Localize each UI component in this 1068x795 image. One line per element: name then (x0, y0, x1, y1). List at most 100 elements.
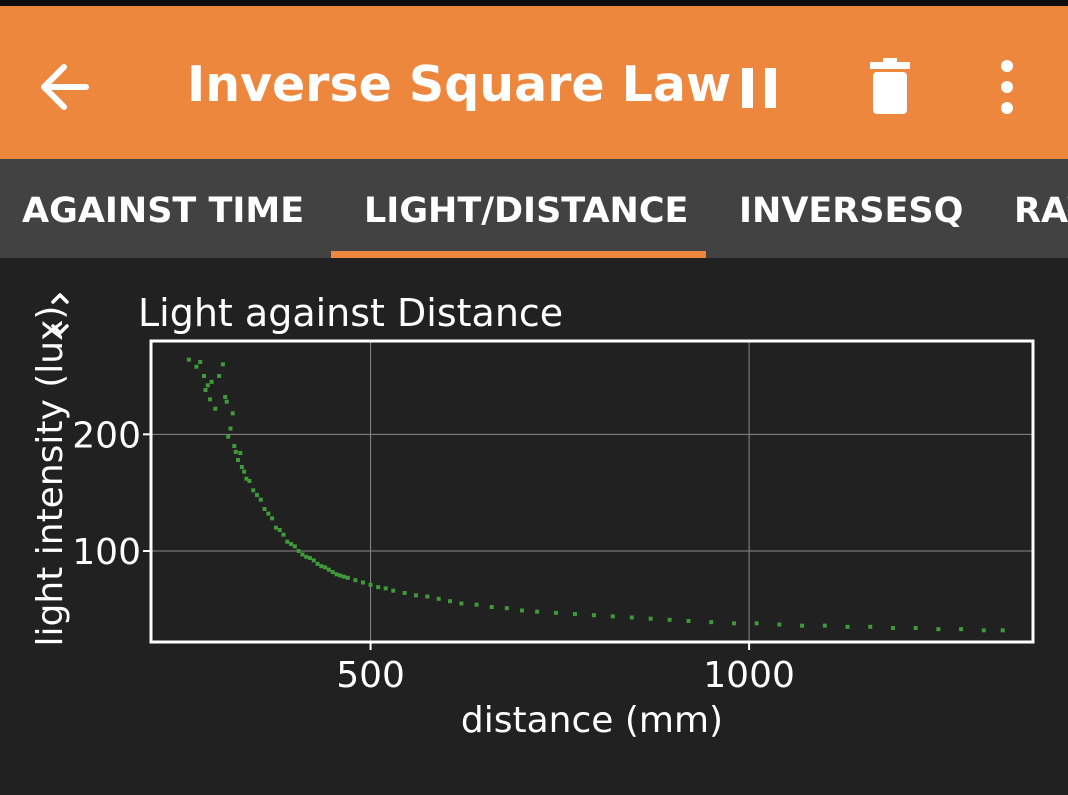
data-point (233, 449, 238, 454)
data-point (254, 493, 259, 497)
data-point (425, 594, 430, 599)
data-point (629, 615, 634, 620)
data-point (244, 476, 249, 481)
data-point (273, 525, 278, 530)
x-tick-label: 500 (336, 655, 405, 696)
y-axis-label: light intensity (lux) (30, 306, 71, 647)
y-tick-label: 200 (72, 415, 141, 456)
axis-ticks: 500 1000 100 200 (72, 415, 795, 696)
data-point (296, 549, 301, 553)
status-bar (0, 0, 1068, 6)
data-point (292, 544, 297, 549)
data-point (236, 458, 241, 462)
chevron-down-icon[interactable] (51, 324, 69, 335)
data-point (459, 601, 464, 606)
tab-against-time[interactable]: AGAINST TIME (22, 191, 305, 231)
y-axis-scale-handle[interactable] (51, 293, 69, 335)
data-point (890, 626, 895, 630)
data-point (959, 627, 964, 632)
data-point (209, 379, 214, 384)
data-point (198, 360, 203, 364)
data-point (334, 572, 339, 577)
data-point (277, 528, 282, 532)
data-point (981, 628, 986, 633)
data-point (572, 612, 577, 616)
data-point (342, 574, 347, 579)
data-point (239, 465, 244, 469)
data-point (226, 434, 231, 439)
data-point (474, 602, 479, 607)
data-point (232, 444, 237, 448)
data-point (289, 542, 294, 546)
data-point (383, 586, 388, 591)
data-point (242, 469, 247, 474)
data-point (376, 585, 381, 590)
data-point (266, 511, 271, 516)
data-point (504, 606, 509, 611)
app-bar: Inverse Square Law (0, 6, 1068, 159)
data-point (554, 610, 559, 615)
data-point (213, 406, 218, 411)
arrow-back-icon[interactable] (38, 60, 92, 114)
pause-icon[interactable] (736, 62, 782, 114)
data-point (203, 388, 208, 392)
data-point (648, 616, 653, 621)
tab-light-distance[interactable]: LIGHT/DISTANCE (364, 191, 689, 231)
data-point (591, 613, 596, 618)
data-point (230, 411, 235, 416)
data-point (686, 619, 691, 623)
data-point (448, 599, 453, 604)
data-point (436, 596, 441, 601)
data-point (270, 516, 275, 521)
light-distance-chart[interactable]: 500 1000 100 200 Light against Distance dis… (0, 258, 1068, 791)
chevron-up-icon[interactable] (51, 293, 69, 304)
data-point (228, 426, 233, 431)
selected-tab-indicator (331, 251, 706, 258)
data-point (338, 573, 343, 578)
data-point (247, 479, 252, 483)
data-point (845, 624, 850, 629)
data-point (777, 622, 782, 627)
data-point (709, 620, 714, 625)
data-point (936, 627, 941, 632)
trash-icon[interactable] (866, 58, 914, 116)
data-point (519, 608, 524, 613)
data-point (223, 395, 228, 399)
data-point (391, 588, 396, 593)
data-point (217, 374, 222, 378)
data-point (368, 582, 373, 587)
data-point (800, 623, 805, 628)
scatter-points (186, 357, 1005, 633)
plot-frame (149, 339, 1035, 644)
x-tick-label: 1000 (703, 655, 795, 696)
data-point (186, 357, 191, 362)
data-point (1000, 628, 1005, 633)
data-point (822, 623, 827, 628)
data-point (360, 580, 365, 585)
chart-title: Light against Distance (138, 291, 563, 335)
data-point (868, 624, 873, 629)
data-point (315, 561, 320, 566)
data-point (754, 621, 759, 626)
tab-raw[interactable]: RAW (1014, 191, 1068, 231)
data-point (285, 539, 290, 544)
data-point (208, 397, 213, 402)
data-point (319, 564, 324, 569)
data-point (300, 552, 305, 557)
data-point (238, 451, 243, 455)
data-point (307, 556, 312, 560)
data-point (535, 609, 540, 614)
data-point (258, 497, 263, 502)
chart-grid (151, 341, 1033, 642)
data-point (262, 507, 267, 511)
data-point (201, 374, 206, 378)
data-point (224, 399, 229, 404)
more-vert-icon[interactable] (990, 56, 1024, 118)
data-point (667, 617, 672, 622)
data-point (304, 554, 309, 559)
data-point (345, 575, 350, 580)
tab-inversesq[interactable]: INVERSESQ (739, 191, 964, 231)
chart-container: 500 1000 100 200 Light against Distance dis… (0, 258, 1068, 791)
data-point (913, 626, 918, 630)
data-point (402, 591, 407, 595)
